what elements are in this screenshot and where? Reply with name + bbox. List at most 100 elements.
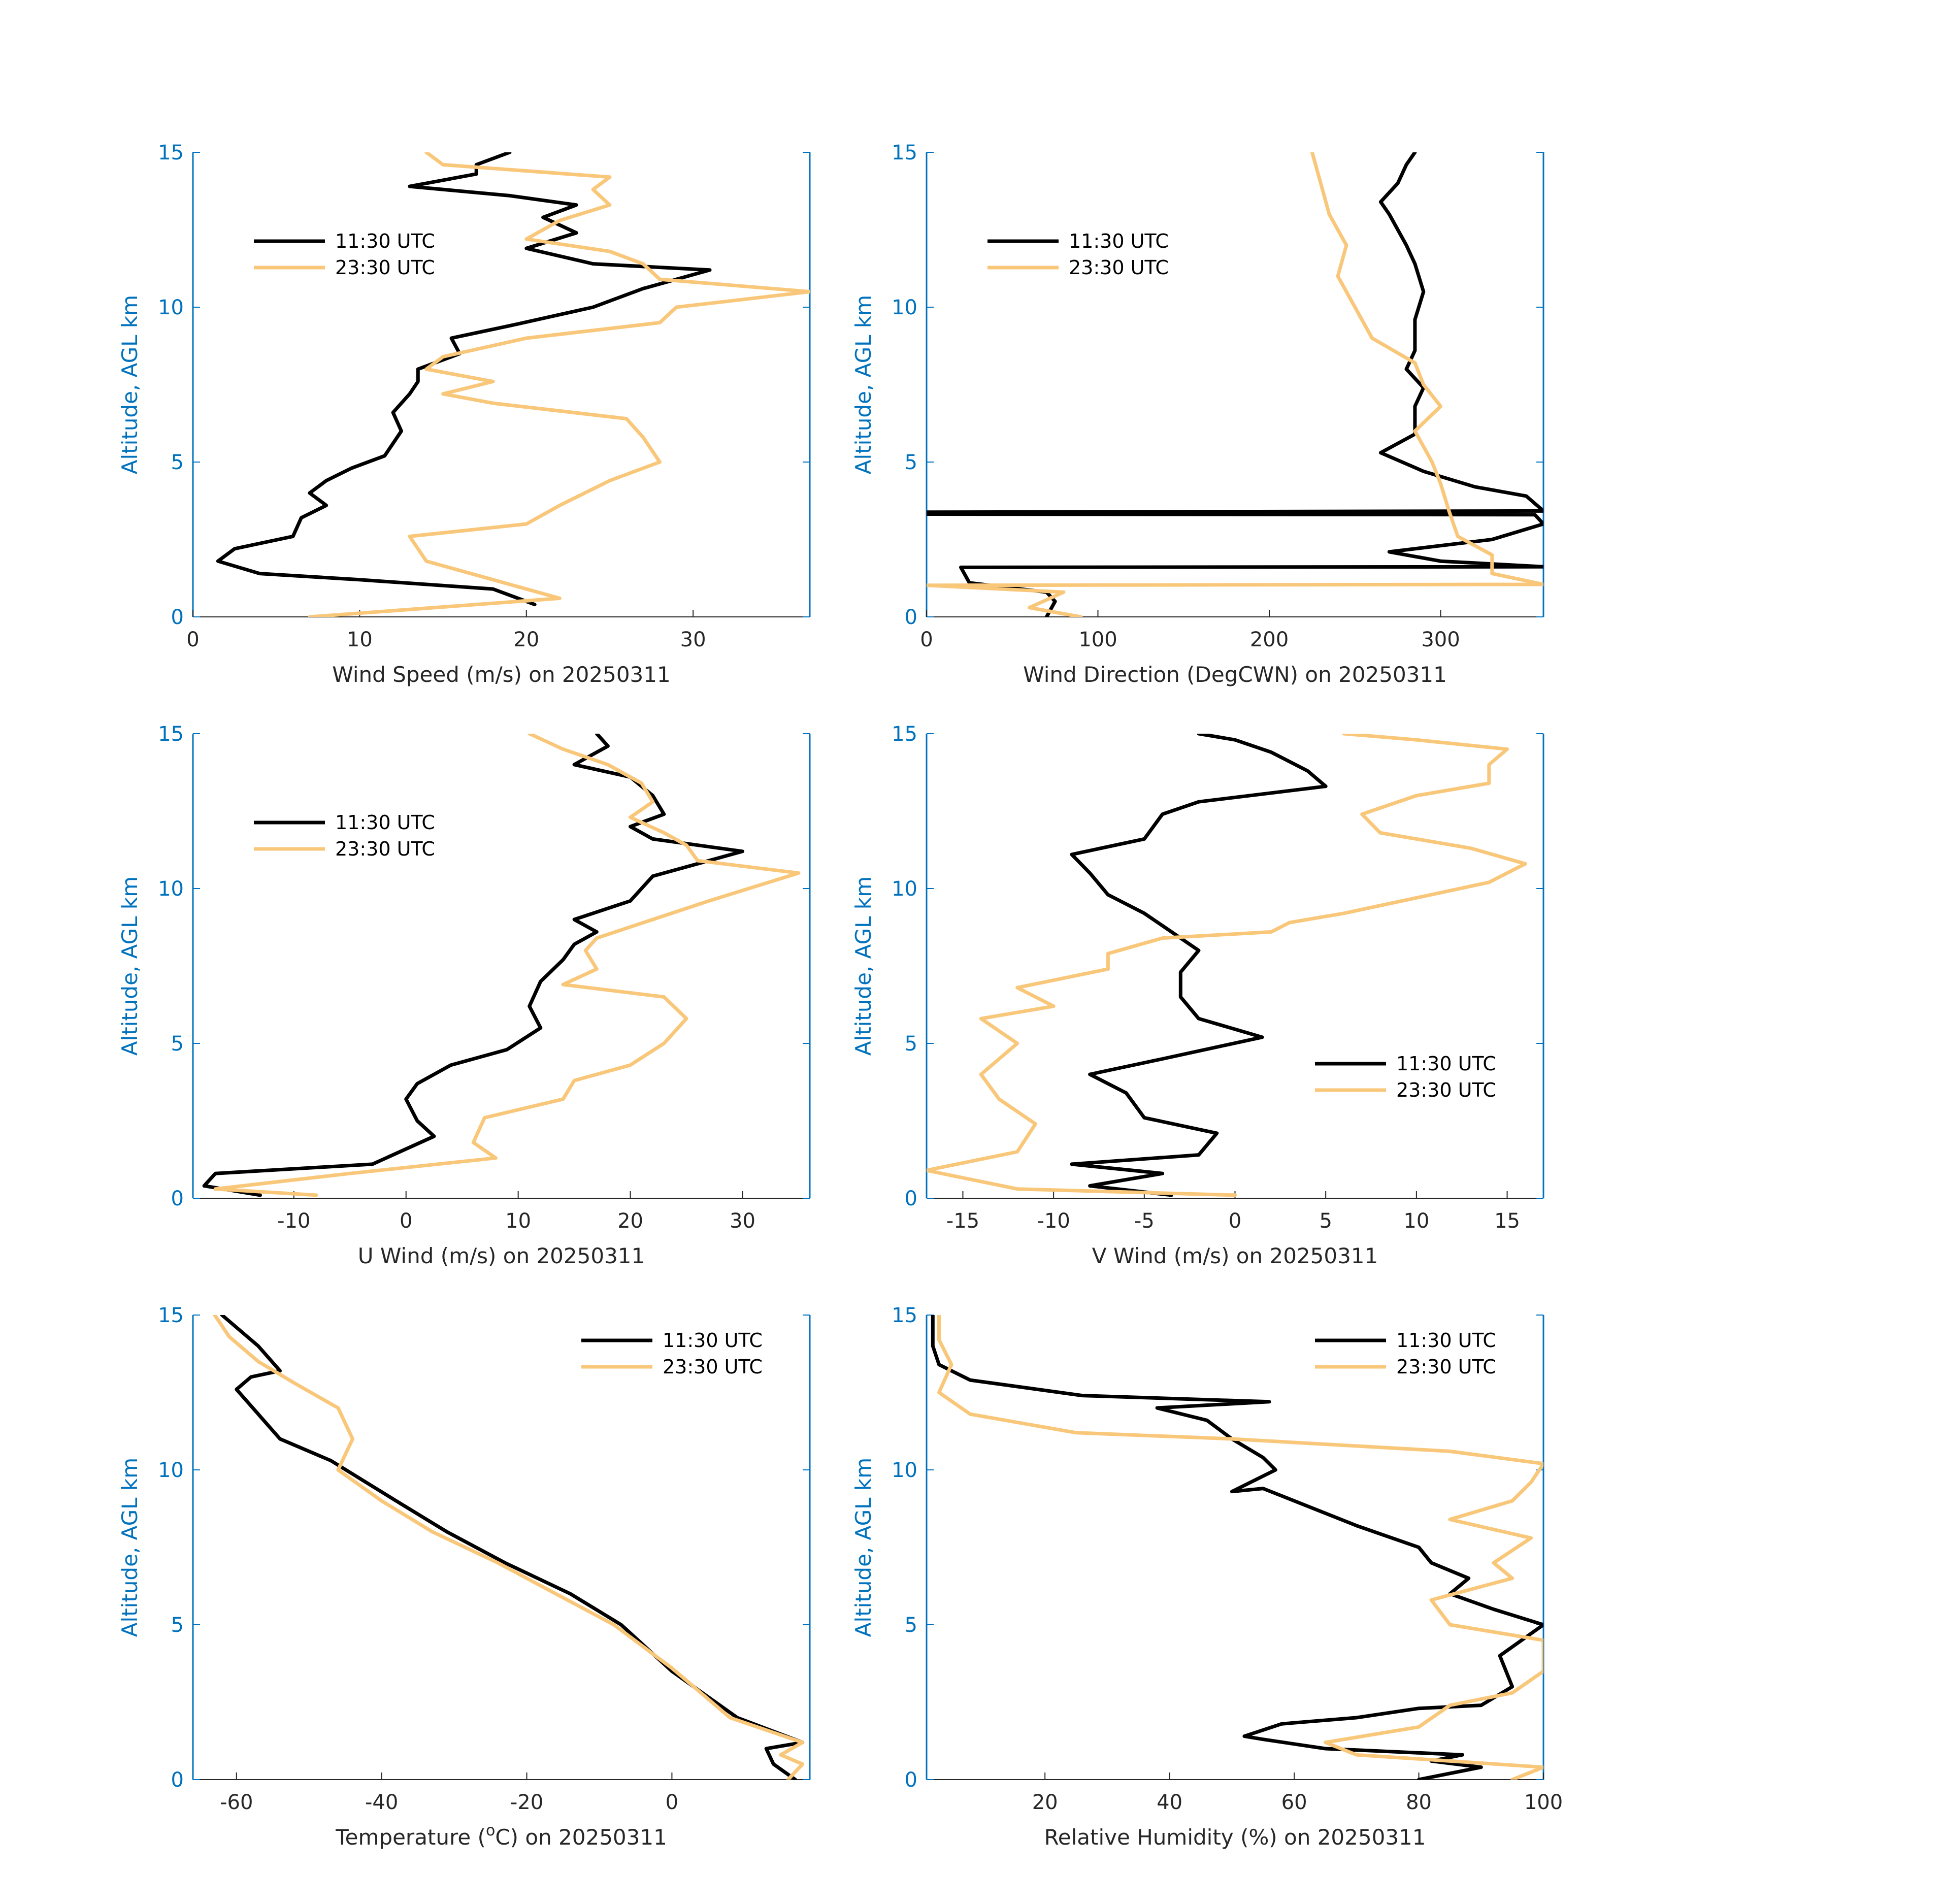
x-axis-label: V Wind (m/s) on 20250311 [1092, 1243, 1378, 1268]
x-tick-label: -15 [946, 1209, 979, 1233]
y-tick-label: 15 [892, 723, 917, 746]
x-tick-label: 30 [680, 628, 706, 651]
series-group [931, 1315, 1543, 1780]
x-axis-label-part: C) on 20250311 [495, 1825, 667, 1850]
legend-label: 23:30 UTC [335, 256, 435, 279]
x-axis-label: U Wind (m/s) on 20250311 [358, 1243, 645, 1268]
legend: 11:30 UTC 23:30 UTC [254, 230, 435, 279]
legend: 11:30 UTC 23:30 UTC [254, 811, 435, 860]
x-tick-label: -20 [510, 1791, 543, 1814]
series-group [927, 152, 1543, 617]
x-tick-label: -10 [1037, 1209, 1070, 1233]
x-tick-label: 10 [347, 628, 373, 651]
chart-panel-5: 0 5 10 15 -60 -40 -20 0 Temperature (oC) on 2025… [117, 1304, 811, 1850]
y-tick-label: 15 [892, 1304, 917, 1327]
x-tick-label: 10 [1403, 1209, 1429, 1233]
x-tick-label: -5 [1134, 1209, 1155, 1233]
x-tick-label: 60 [1281, 1791, 1307, 1814]
x-tick-label: 0 [666, 1791, 678, 1814]
y-axis-label: Altitude, AGL km [117, 876, 142, 1056]
legend: 11:30 UTC 23:30 UTC [1315, 1053, 1496, 1101]
y-tick-label: 5 [171, 1614, 184, 1637]
x-tick-label: 30 [730, 1209, 755, 1233]
x-tick-label: 0 [1229, 1209, 1241, 1233]
y-axis-label: Altitude, AGL km [117, 1458, 142, 1637]
legend-label: 11:30 UTC [335, 230, 435, 252]
y-axis-label: Altitude, AGL km [851, 876, 876, 1056]
series-line-black [220, 1315, 805, 1780]
series-line-orange [927, 734, 1527, 1197]
x-axis-label-part: Temperature ( [335, 1825, 486, 1850]
series-group [216, 152, 810, 617]
x-axis-label: Wind Direction (DegCWN) on 20250311 [1023, 662, 1447, 687]
y-axis-label: Altitude, AGL km [851, 295, 876, 474]
y-tick-label: 10 [158, 877, 184, 901]
x-axis-label: Temperature (oC) on 20250311 [335, 1822, 667, 1850]
y-tick-label: 5 [905, 1614, 917, 1637]
x-tick-label: 100 [1524, 1791, 1563, 1814]
x-tick-label: 5 [1319, 1209, 1332, 1233]
series-line-black [202, 734, 744, 1197]
x-tick-label: -10 [277, 1209, 310, 1233]
x-tick-label: 0 [186, 628, 199, 651]
y-tick-label: 10 [892, 877, 917, 901]
legend-label: 23:30 UTC [1396, 1356, 1496, 1378]
series-line-orange [308, 152, 810, 617]
chart-panel-2: 0 5 10 15 0 100 200 300 Wind Direction (DegCWN) … [851, 141, 1544, 687]
x-tick-label: 10 [505, 1209, 531, 1233]
x-tick-label: -40 [365, 1791, 398, 1814]
legend-label: 23:30 UTC [335, 838, 435, 860]
x-tick-label: 20 [513, 628, 539, 651]
series-line-black [931, 1315, 1543, 1780]
x-axis-label-superscript: o [486, 1822, 495, 1840]
series-line-orange [927, 152, 1543, 617]
y-tick-label: 10 [892, 1459, 917, 1482]
y-tick-label: 0 [905, 1768, 917, 1792]
series-line-orange [213, 1315, 805, 1780]
y-tick-label: 0 [905, 1187, 917, 1210]
chart-panel-1: 0 5 10 15 0 10 20 30 Wind Speed (m/s) on 2025031… [117, 141, 811, 687]
x-tick-label: 0 [400, 1209, 412, 1233]
legend-label: 23:30 UTC [663, 1356, 763, 1378]
y-tick-label: 15 [158, 723, 184, 746]
series-line-black [927, 152, 1543, 617]
legend-label: 23:30 UTC [1069, 256, 1169, 279]
chart-panel-4: 0 5 10 15 -15 -10 -5 0 5 10 15 V Wind (m/s) on 2025… [851, 723, 1544, 1268]
x-tick-label: 300 [1421, 628, 1460, 651]
y-tick-label: 5 [905, 451, 917, 474]
x-tick-label: 40 [1157, 1791, 1182, 1814]
y-tick-label: 0 [171, 606, 184, 629]
y-tick-label: 5 [171, 1032, 184, 1056]
chart-panel-6: 0 5 10 15 20 40 60 80 100 Relative Humidity (%) o… [851, 1304, 1563, 1850]
x-tick-label: 80 [1406, 1791, 1432, 1814]
series-line-orange [213, 734, 801, 1197]
legend: 11:30 UTC 23:30 UTC [988, 230, 1169, 279]
y-axis-label: Altitude, AGL km [117, 295, 142, 474]
x-tick-label: 15 [1494, 1209, 1520, 1233]
y-tick-label: 10 [892, 296, 917, 319]
legend-label: 11:30 UTC [335, 811, 435, 834]
y-tick-label: 10 [158, 1459, 184, 1482]
legend-label: 11:30 UTC [1069, 230, 1169, 252]
y-axis-label: Altitude, AGL km [851, 1458, 876, 1637]
x-tick-label: -60 [220, 1791, 253, 1814]
series-group [213, 1315, 805, 1780]
legend-label: 11:30 UTC [663, 1329, 763, 1352]
x-tick-label: 100 [1078, 628, 1117, 651]
legend-label: 11:30 UTC [1396, 1329, 1496, 1352]
series-group [927, 734, 1527, 1197]
x-axis-label: Relative Humidity (%) on 20250311 [1044, 1825, 1426, 1850]
legend-label: 23:30 UTC [1396, 1079, 1496, 1101]
series-line-black [1070, 734, 1328, 1197]
legend: 11:30 UTC 23:30 UTC [1315, 1329, 1496, 1378]
x-tick-label: 200 [1250, 628, 1289, 651]
x-axis-label: Wind Speed (m/s) on 20250311 [332, 662, 670, 687]
y-tick-label: 10 [158, 296, 184, 319]
y-tick-label: 15 [158, 1304, 184, 1327]
legend-label: 11:30 UTC [1396, 1053, 1496, 1075]
chart-panel-3: 0 5 10 15 -10 0 10 20 30 U Wind (m/s) on 20250311… [117, 723, 811, 1268]
legend: 11:30 UTC 23:30 UTC [581, 1329, 763, 1378]
series-group [202, 734, 801, 1197]
